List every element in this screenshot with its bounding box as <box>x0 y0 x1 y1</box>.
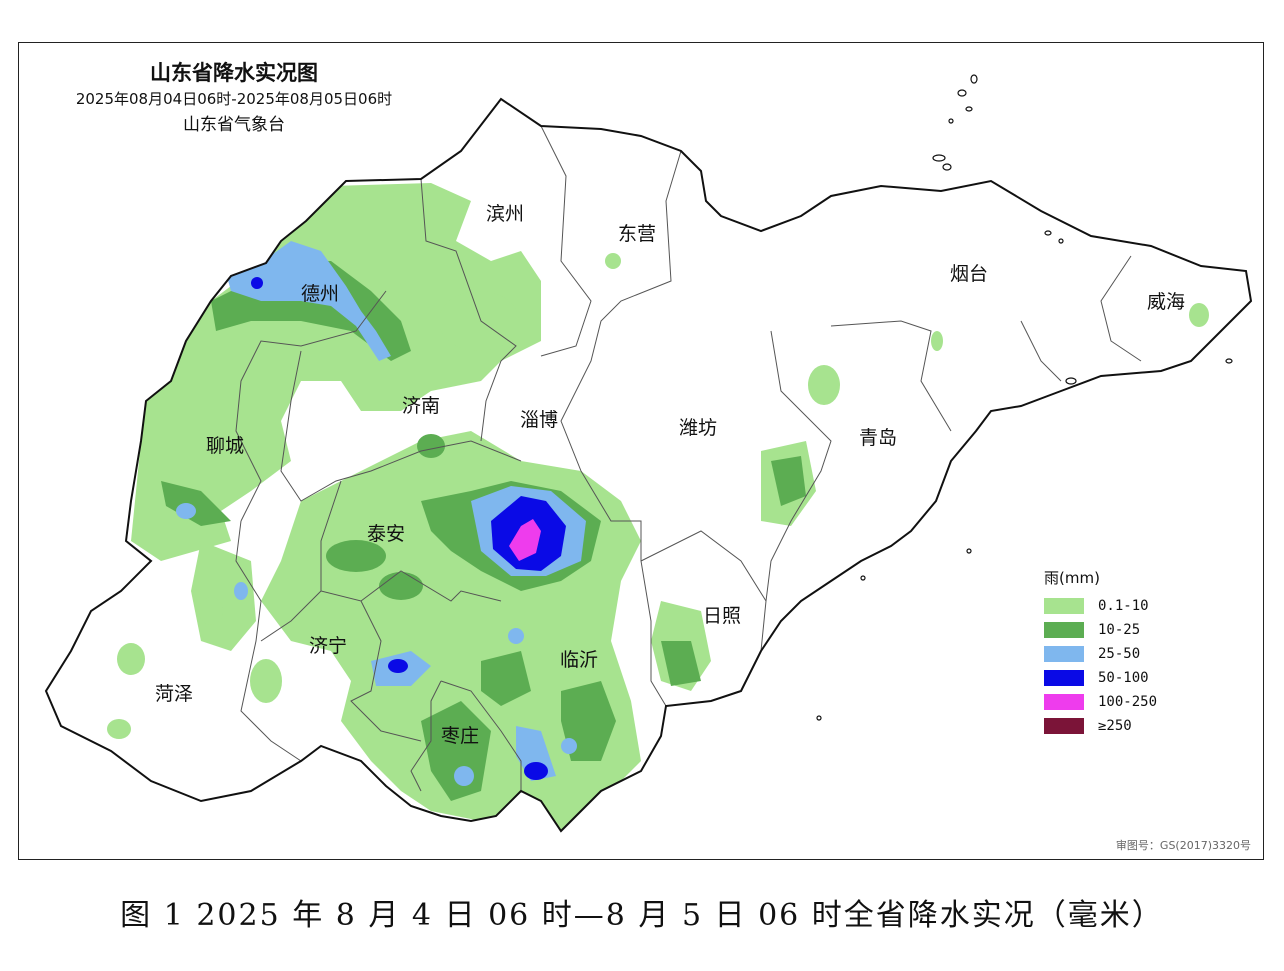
city-label-heze: 菏泽 <box>155 683 194 705</box>
city-label-weifang: 潍坊 <box>679 417 718 439</box>
city-label-liaocheng: 聊城 <box>206 435 245 457</box>
rainfall-legend: 雨(mm) 0.1-10 10-25 25-50 50-100 100-250 … <box>1044 567 1157 738</box>
legend-item: 50-100 <box>1044 666 1157 690</box>
legend-item: ≥250 <box>1044 714 1157 738</box>
city-label-dongying: 东营 <box>618 223 657 245</box>
legend-item: 10-25 <box>1044 618 1157 642</box>
city-label-weihai: 威海 <box>1147 291 1186 313</box>
city-label-rizhao: 日照 <box>703 605 742 627</box>
precipitation-map: 山东省降水实况图 2025年08月04日06时-2025年08月05日06时 山… <box>18 42 1264 860</box>
legend-swatch <box>1044 670 1084 686</box>
rain-band-100-250 <box>509 519 541 561</box>
legend-label: 100-250 <box>1098 694 1158 710</box>
city-label-jining: 济宁 <box>309 635 348 657</box>
city-label-taian: 泰安 <box>367 523 406 545</box>
legend-swatch <box>1044 694 1084 710</box>
legend-label: 50-100 <box>1098 670 1149 686</box>
islands <box>816 74 1233 721</box>
legend-item: 0.1-10 <box>1044 594 1157 618</box>
city-boundaries <box>235 125 1142 792</box>
city-label-yantai: 烟台 <box>950 263 989 285</box>
map-title-block: 山东省降水实况图 2025年08月04日06时-2025年08月05日06时 山… <box>19 59 449 139</box>
city-label-zaozhuang: 枣庄 <box>441 725 480 747</box>
city-label-zibo: 淄博 <box>520 409 559 431</box>
map-period: 2025年08月04日06时-2025年08月05日06时 <box>75 90 393 108</box>
figure-caption: 图 1 2025 年 8 月 4 日 06 时—8 月 5 日 06 时全省降水… <box>120 898 1164 933</box>
legend-swatch <box>1044 718 1084 734</box>
city-label-linyi: 临沂 <box>560 649 599 671</box>
legend-label: 0.1-10 <box>1098 598 1149 614</box>
map-review-number: 审图号：GS(2017)3320号 <box>1115 839 1251 852</box>
legend-label: ≥250 <box>1098 718 1132 734</box>
legend-item: 25-50 <box>1044 642 1157 666</box>
legend-swatch <box>1044 598 1084 614</box>
city-label-qingdao: 青岛 <box>859 427 898 449</box>
city-label-jinan: 济南 <box>402 395 441 417</box>
city-label-binzhou: 滨州 <box>486 203 525 225</box>
legend-swatch <box>1044 646 1084 662</box>
map-title: 山东省降水实况图 <box>150 61 318 85</box>
rainfall-shading <box>107 183 1209 831</box>
map-organization: 山东省气象台 <box>183 115 285 135</box>
map-canvas <box>44 74 1253 833</box>
legend-title: 雨(mm) <box>1044 569 1100 587</box>
legend-label: 25-50 <box>1098 646 1141 662</box>
legend-swatch <box>1044 622 1084 638</box>
province-outline <box>44 97 1253 833</box>
legend-label: 10-25 <box>1098 622 1141 638</box>
legend-item: 100-250 <box>1044 690 1157 714</box>
city-label-dezhou: 德州 <box>301 283 340 305</box>
